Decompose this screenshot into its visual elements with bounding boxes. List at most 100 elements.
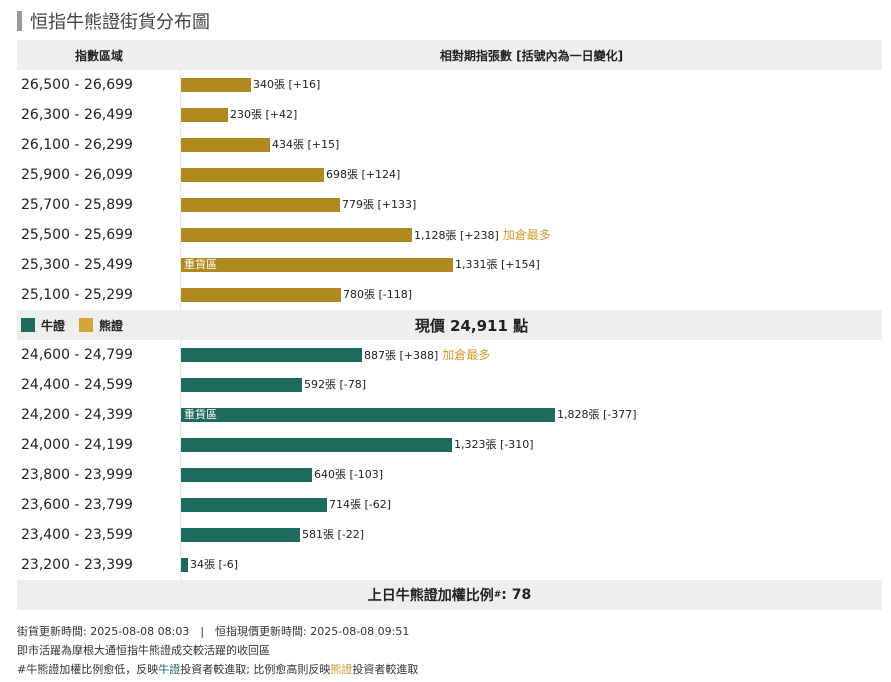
range-label: 24,000 - 24,199 [17,430,181,460]
bar-cell: 重貨區 1,331張 [+154] [181,250,882,280]
range-label: 25,900 - 26,099 [17,160,181,190]
bar-value-label: 698張 [+124] [326,168,401,181]
bar-cell: 434張 [+15] [181,130,882,160]
bar-cell: 779張 [+133] [181,190,882,220]
bar-value-label: 887張 [+388] 加倉最多 [364,348,491,362]
legend-swatch-bull [21,318,35,332]
bear-bar [181,108,228,122]
bar-value-label: 34張 [-6] [190,558,239,571]
page-title: 恒指牛熊證街貨分布圖 [30,12,210,33]
bear-row: 25,900 - 26,099 698張 [+124] [17,160,882,190]
ratio-label: 上日牛熊證加權比例 [367,588,494,604]
note-line-3: #牛熊證加權比例愈低，反映牛證投資者較進取; 比例愈高則反映熊證投資者較進取 [17,660,418,679]
bull-bar [181,348,362,362]
bear-row: 26,300 - 26,499 230張 [+42] [17,100,882,130]
range-label: 25,500 - 25,699 [17,220,181,250]
bear-row: 26,500 - 26,699 340張 [+16] [17,70,882,100]
heavy-zone-label: 重貨區 [184,408,217,421]
bear-row: 26,100 - 26,299 434張 [+15] [17,130,882,160]
bar-cell: 592張 [-78] [181,370,882,400]
range-label: 23,600 - 23,799 [17,490,181,520]
note-line-3-post: 投資者較進取 [352,663,419,676]
distribution-table: 指數區域 相對期指張數 [括號內為一日變化] 26,500 - 26,699 34… [17,40,882,610]
price-legend-row: 牛證 熊證 現價 24,911 點 [17,310,882,340]
bar-value-label: 434張 [+15] [272,138,340,151]
ratio-sup: # [493,590,502,600]
legend: 牛證 熊證 [17,317,181,334]
bull-row: 23,200 - 23,399 34張 [-6] [17,550,882,580]
legend-label-bear: 熊證 [99,318,124,333]
bull-rows: 24,600 - 24,799 887張 [+388] 加倉最多 24,400 - 2… [17,340,882,580]
bar-value-label: 1,331張 [+154] [455,258,540,271]
bull-bar [181,378,302,392]
bull-bar [181,498,327,512]
bull-row: 24,600 - 24,799 887張 [+388] 加倉最多 [17,340,882,370]
bear-bar: 重貨區 [181,258,453,272]
bull-row: 23,400 - 23,599 581張 [-22] [17,520,882,550]
bar-cell: 1,323張 [-310] [181,430,882,460]
bar-cell: 34張 [-6] [181,550,882,580]
most-added-note: 加倉最多 [502,228,551,242]
ratio-value: : 78 [501,587,532,603]
bull-row: 24,200 - 24,399 重貨區 1,828張 [-377] [17,400,882,430]
bar-value-label: 230張 [+42] [230,108,298,121]
note-line-3-pre: #牛熊證加權比例愈低，反映 [17,663,159,676]
note-line-3-bull: 牛證 [158,663,181,676]
header-range: 指數區域 [74,48,123,63]
bear-bar [181,228,412,242]
range-label: 26,300 - 26,499 [17,100,181,130]
bear-bar [181,78,251,92]
bull-bar: 重貨區 [181,408,555,422]
range-label: 23,800 - 23,999 [17,460,181,490]
bear-rows: 26,500 - 26,699 340張 [+16] 26,300 - 26,499… [17,70,882,310]
bar-cell: 780張 [-118] [181,280,882,310]
range-label: 25,100 - 25,299 [17,280,181,310]
range-label: 26,500 - 26,699 [17,70,181,100]
bear-row: 25,100 - 25,299 780張 [-118] [17,280,882,310]
bull-row: 23,600 - 23,799 714張 [-62] [17,490,882,520]
bull-row: 24,000 - 24,199 1,323張 [-310] [17,430,882,460]
bar-cell: 581張 [-22] [181,520,882,550]
legend-swatch-bear [79,318,94,332]
bar-value-label: 714張 [-62] [329,498,392,511]
legend-item-bear: 熊證 [79,317,123,334]
range-label: 25,300 - 25,499 [17,250,181,280]
bull-row: 24,400 - 24,599 592張 [-78] [17,370,882,400]
bar-cell: 230張 [+42] [181,100,882,130]
range-label: 24,400 - 24,599 [17,370,181,400]
bar-value-label: 1,128張 [+238] 加倉最多 [414,228,551,242]
note-line-3-mid: 投資者較進取; 比例愈高則反映 [180,663,331,676]
bar-cell: 340張 [+16] [181,70,882,100]
header-quantity: 相對期指張數 [括號內為一日變化] [439,48,624,63]
bull-row: 23,800 - 23,999 640張 [-103] [17,460,882,490]
range-label: 26,100 - 26,299 [17,130,181,160]
bar-cell: 698張 [+124] [181,160,882,190]
footer-notes: 街貨更新時間: 2025-08-08 08:03 | 恒指現價更新時間: 202… [17,622,418,679]
bear-bar [181,288,341,302]
bar-cell: 714張 [-62] [181,490,882,520]
bull-bar [181,528,300,542]
bull-bar [181,558,188,572]
bull-bar [181,468,312,482]
bear-bar [181,138,270,152]
note-line-3-bear: 熊證 [330,663,353,676]
bar-cell: 640張 [-103] [181,460,882,490]
bar-value-label: 581張 [-22] [302,528,365,541]
bear-row: 25,300 - 25,499 重貨區 1,331張 [+154] [17,250,882,280]
range-label: 23,400 - 23,599 [17,520,181,550]
bull-bar [181,438,452,452]
bar-cell: 1,128張 [+238] 加倉最多 [181,220,882,250]
title-accent-bar [17,11,22,31]
chart-title-row: 恒指牛熊證街貨分布圖 [17,9,210,33]
range-label: 24,600 - 24,799 [17,340,181,370]
bar-value-label: 340張 [+16] [253,78,321,91]
update-time-line: 街貨更新時間: 2025-08-08 08:03 | 恒指現價更新時間: 202… [17,625,410,638]
bear-bar [181,168,324,182]
legend-item-bull: 牛證 [21,317,65,334]
bear-bar [181,198,340,212]
range-label: 23,200 - 23,399 [17,550,181,580]
table-header: 指數區域 相對期指張數 [括號內為一日變化] [17,40,882,70]
legend-label-bull: 牛證 [41,318,66,333]
ratio-row: 上日牛熊證加權比例 #: 78 [17,580,882,610]
heavy-zone-label: 重貨區 [184,258,217,271]
